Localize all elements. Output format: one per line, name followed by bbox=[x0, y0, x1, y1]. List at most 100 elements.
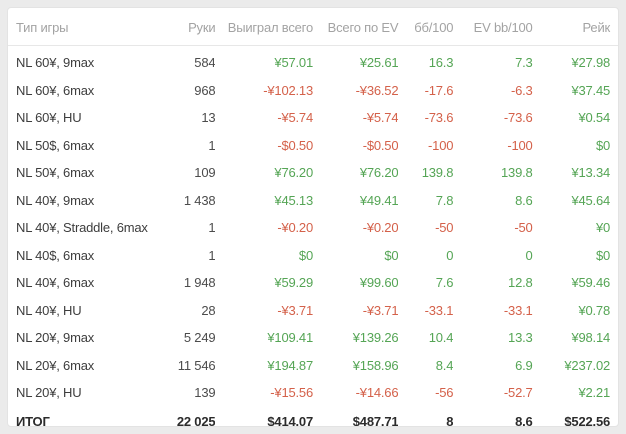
rake-cell: ¥0.78 bbox=[578, 302, 610, 318]
game-type-cell: NL 60¥, HU bbox=[16, 110, 82, 125]
won-total-cell: ¥109.41 bbox=[267, 330, 313, 345]
table-row[interactable]: NL 60¥, HU 13 -¥5.74 -¥5.74 -73.6 -73.6 ¥0.54 bbox=[8, 104, 618, 132]
table-row[interactable]: NL 60¥, 6max 968 -¥102.13 -¥36.52 -17.6 -6.3 ¥… bbox=[8, 77, 618, 105]
table-row[interactable]: NL 50$, 6max 1 -$0.50 -$0.50 -100 -100 $0 bbox=[8, 132, 618, 160]
table-row[interactable]: NL 20¥, 6max 11 546 ¥194.87 ¥158.96 8.4 6.9 ¥2… bbox=[8, 352, 618, 380]
ev-bb100-cell: -33.1 bbox=[503, 302, 533, 318]
table-row[interactable]: NL 50¥, 6max 109 ¥76.20 ¥76.20 139.8 139.8 ¥13… bbox=[8, 159, 618, 187]
total-ev-cell: -¥3.71 bbox=[362, 302, 399, 318]
total-ev-cell: -¥0.20 bbox=[362, 220, 399, 235]
hands-cell: 1 bbox=[208, 247, 216, 263]
ev-bb100-cell: 8.6 bbox=[515, 192, 533, 208]
bb100-cell: 7.8 bbox=[435, 192, 454, 208]
hands-cell: 11 546 bbox=[177, 357, 216, 373]
hands-cell: 1 948 bbox=[183, 275, 216, 290]
total-ev-cell: ¥158.96 bbox=[352, 357, 399, 373]
won-total-cell: -$0.50 bbox=[277, 137, 313, 153]
ev-bb100-cell: 13.3 bbox=[508, 330, 533, 345]
won-total-cell: -¥5.74 bbox=[277, 110, 313, 125]
total-ev-cell: -¥5.74 bbox=[362, 110, 399, 125]
total-ev-cell: ¥76.20 bbox=[359, 165, 399, 180]
rake-cell: ¥45.64 bbox=[571, 192, 610, 208]
ev-bb100-cell: -100 bbox=[507, 137, 533, 153]
hands-cell: 584 bbox=[194, 55, 216, 70]
game-type-cell: NL 50$, 6max bbox=[16, 137, 95, 153]
bb100-cell: -50 bbox=[435, 220, 454, 235]
total-row[interactable]: ИТОГ 22 025 $414.07 $487.71 8 8.6 $522.56 bbox=[8, 407, 618, 427]
ev-bb100-cell: -50 bbox=[514, 220, 533, 235]
rake-cell: ¥37.45 bbox=[571, 82, 610, 98]
rake-cell: $522.56 bbox=[564, 413, 610, 427]
hands-cell: 22 025 bbox=[176, 413, 216, 427]
column-header-total-ev[interactable]: Всего по EV bbox=[312, 8, 399, 46]
rake-cell: $0 bbox=[595, 247, 610, 263]
total-ev-cell: -¥14.66 bbox=[355, 385, 399, 400]
rake-cell: ¥27.98 bbox=[571, 55, 610, 70]
won-total-cell: ¥76.20 bbox=[274, 165, 313, 180]
rake-cell: ¥13.34 bbox=[571, 165, 610, 180]
hands-cell: 13 bbox=[201, 110, 216, 125]
results-card: Тип игры Руки Выиграл всего Всего по EV … bbox=[7, 7, 619, 427]
game-type-cell: NL 20¥, 9max bbox=[16, 330, 95, 345]
table-row[interactable]: NL 40¥, 9max 1 438 ¥45.13 ¥49.41 7.8 8.6 ¥45.6… bbox=[8, 187, 618, 215]
rake-cell: ¥0.54 bbox=[578, 110, 610, 125]
bb100-cell: 0 bbox=[446, 247, 454, 263]
bb100-cell: -100 bbox=[428, 137, 454, 153]
table-row[interactable]: NL 40¥, 6max 1 948 ¥59.29 ¥99.60 7.6 12.8 ¥59.… bbox=[8, 269, 618, 297]
table-body: NL 60¥, 9max 584 ¥57.01 ¥25.61 16.3 7.3 ¥27.98… bbox=[8, 46, 618, 427]
game-type-cell: NL 40$, 6max bbox=[16, 247, 95, 263]
game-type-cell: NL 60¥, 9max bbox=[16, 55, 95, 70]
rake-cell: ¥237.02 bbox=[564, 357, 610, 373]
won-total-cell: -¥102.13 bbox=[263, 82, 313, 98]
ev-bb100-cell: 0 bbox=[525, 247, 533, 263]
ev-bb100-cell: 12.8 bbox=[508, 275, 533, 290]
won-total-cell: ¥45.13 bbox=[274, 192, 313, 208]
won-total-cell: $414.07 bbox=[267, 413, 313, 427]
rake-cell: ¥2.21 bbox=[578, 385, 610, 400]
game-type-cell: NL 20¥, 6max bbox=[16, 357, 95, 373]
game-type-cell: ИТОГ bbox=[16, 413, 50, 427]
ev-bb100-cell: -52.7 bbox=[503, 385, 533, 400]
won-total-cell: -¥3.71 bbox=[277, 302, 313, 318]
won-total-cell: ¥194.87 bbox=[267, 357, 313, 373]
rake-cell: ¥0 bbox=[595, 220, 610, 235]
total-ev-cell: $487.71 bbox=[352, 413, 399, 427]
column-header-won-total[interactable]: Выиграл всего bbox=[215, 8, 313, 46]
hands-cell: 1 bbox=[208, 220, 216, 235]
stats-table: Тип игры Руки Выиграл всего Всего по EV … bbox=[8, 8, 618, 427]
table-row[interactable]: NL 20¥, 9max 5 249 ¥109.41 ¥139.26 10.4 13.3 ¥… bbox=[8, 324, 618, 352]
table-row[interactable]: NL 60¥, 9max 584 ¥57.01 ¥25.61 16.3 7.3 ¥27.98 bbox=[8, 46, 618, 77]
column-header-hands[interactable]: Руки bbox=[166, 8, 216, 46]
won-total-cell: $0 bbox=[298, 247, 313, 263]
bb100-cell: 10.4 bbox=[428, 330, 454, 345]
ev-bb100-cell: -6.3 bbox=[510, 82, 533, 98]
bb100-cell: -17.6 bbox=[424, 82, 454, 98]
rake-cell: ¥59.46 bbox=[571, 275, 610, 290]
total-ev-cell: ¥99.60 bbox=[359, 275, 399, 290]
game-type-cell: NL 40¥, 9max bbox=[16, 192, 95, 208]
column-header-ev-bb100[interactable]: EV bb/100 bbox=[453, 8, 533, 46]
total-ev-cell: -¥36.52 bbox=[355, 82, 399, 98]
bb100-cell: -73.6 bbox=[424, 110, 454, 125]
hands-cell: 1 438 bbox=[183, 192, 216, 208]
table-row[interactable]: NL 20¥, HU 139 -¥15.56 -¥14.66 -56 -52.7 ¥2.21 bbox=[8, 379, 618, 407]
total-ev-cell: -$0.50 bbox=[362, 137, 399, 153]
ev-bb100-cell: 139.8 bbox=[501, 165, 533, 180]
won-total-cell: -¥15.56 bbox=[270, 385, 313, 400]
total-ev-cell: ¥25.61 bbox=[359, 55, 399, 70]
column-header-game-type[interactable]: Тип игры bbox=[8, 8, 167, 46]
column-header-rake[interactable]: Рейк bbox=[532, 8, 618, 46]
table-row[interactable]: NL 40$, 6max 1 $0 $0 0 0 $0 bbox=[8, 242, 618, 270]
total-ev-cell: ¥139.26 bbox=[352, 330, 399, 345]
table-row[interactable]: NL 40¥, Straddle, 6max 1 -¥0.20 -¥0.20 -50 -5… bbox=[8, 214, 618, 242]
game-type-cell: NL 20¥, HU bbox=[16, 385, 82, 400]
rake-cell: ¥98.14 bbox=[571, 330, 610, 345]
column-header-bb100[interactable]: бб/100 bbox=[398, 8, 453, 46]
ev-bb100-cell: 8.6 bbox=[515, 413, 533, 427]
table-row[interactable]: NL 40¥, HU 28 -¥3.71 -¥3.71 -33.1 -33.1 ¥0.78 bbox=[8, 297, 618, 325]
hands-cell: 1 bbox=[208, 137, 216, 153]
bb100-cell: 7.6 bbox=[435, 275, 454, 290]
hands-cell: 28 bbox=[201, 302, 216, 318]
game-type-cell: NL 40¥, 6max bbox=[16, 275, 95, 290]
hands-cell: 5 249 bbox=[183, 330, 216, 345]
